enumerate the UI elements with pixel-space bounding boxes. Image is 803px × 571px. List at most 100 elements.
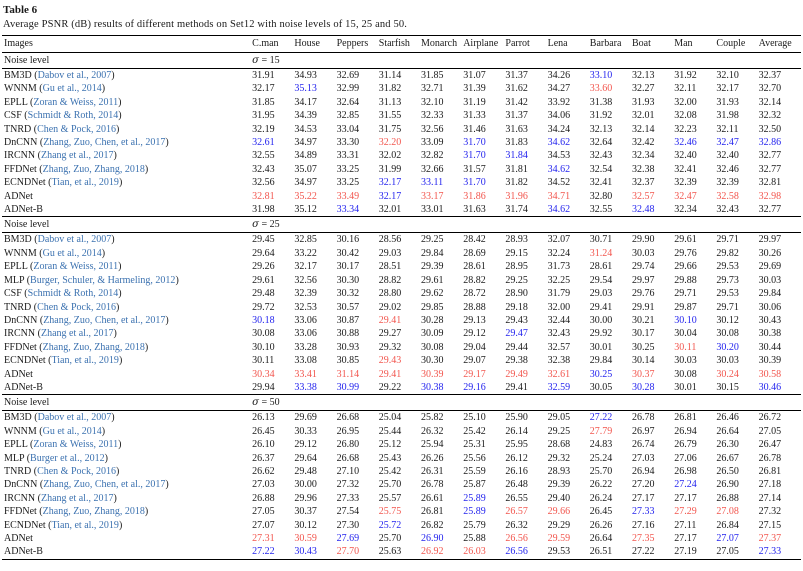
psnr-value: 32.47 [674,190,697,202]
psnr-value: 29.32 [378,341,402,353]
psnr-value: 27.18 [758,479,782,491]
psnr-value: 32.55 [252,150,275,162]
citation-link[interactable]: Zhang et al., 2017 [40,150,114,162]
psnr-value: 32.82 [420,150,444,162]
psnr-value: 30.39 [420,368,444,380]
method-name: EPLL [4,261,28,273]
psnr-value: 32.42 [632,137,655,149]
psnr-value: 25.42 [463,425,486,437]
psnr-value: 30.00 [294,479,317,491]
citation-link[interactable]: Schmidt & Roth, 2014 [27,110,119,122]
citation-link[interactable]: Zoran & Weiss, 2011 [33,261,119,273]
psnr-value: 27.79 [589,425,613,437]
citation-link[interactable]: Dabov et al., 2007 [37,412,112,424]
citation-link[interactable]: Tian, et al., 2019 [51,519,119,531]
psnr-value: 29.39 [420,261,444,273]
method-label: ADNet-B [2,545,252,559]
psnr-value: 30.12 [294,519,317,531]
citation-link[interactable]: Burger, Schuler, & Harmeling, 2012 [30,274,176,286]
citation-link[interactable]: Chen & Pock, 2016 [37,465,116,477]
citation-link[interactable]: Zhang, Zuo, Zhang, 2018 [42,506,145,518]
psnr-value: 34.24 [547,123,571,135]
citation-link[interactable]: Zhang, Zuo, Zhang, 2018 [42,163,145,175]
citation-link[interactable]: Burger et al., 2012 [30,452,105,464]
citation-link[interactable]: Schmidt & Roth, 2014 [27,288,119,300]
method-name: WNNM [4,247,37,259]
psnr-value: 30.25 [589,368,613,380]
psnr-value: 32.10 [420,96,444,108]
method-label: IRCNN (Zhang et al., 2017) [4,150,117,162]
citation-link[interactable]: Zhang et al., 2017 [40,492,114,504]
psnr-value: 32.37 [632,177,655,189]
psnr-value: 33.06 [294,314,317,326]
noise-level-label: Noise level [2,394,253,412]
psnr-value: 32.19 [252,123,275,135]
psnr-value: 29.71 [674,288,697,300]
citation-link[interactable]: Dabov et al., 2007 [37,70,112,81]
psnr-value: 29.15 [505,247,528,259]
psnr-value: 30.24 [716,368,739,380]
citation-link[interactable]: Tian, et al., 2019 [51,355,119,367]
citation-link[interactable]: Zhang, Zuo, Chen, et al., 2017 [43,137,166,149]
psnr-value: 26.51 [589,546,613,558]
psnr-value: 30.04 [674,328,697,340]
citation-link[interactable]: Chen & Pock, 2016 [37,301,116,313]
citation-link[interactable]: Zhang, Zuo, Chen, et al., 2017 [43,314,166,326]
psnr-value: 32.07 [547,234,571,246]
citation-link[interactable]: Zhang, Zuo, Chen, et al., 2017 [43,479,166,491]
psnr-value: 25.75 [378,506,402,518]
psnr-value: 25.70 [378,479,402,491]
column-header: House [294,35,337,53]
method-label: FFDNet (Zhang, Zuo, Zhang, 2018) [4,163,149,175]
method-label: TNRD (Chen & Pock, 2016) [4,465,120,477]
psnr-value: 27.05 [716,546,739,558]
psnr-value: 34.53 [547,150,571,162]
psnr-value: 32.38 [547,355,571,367]
psnr-value: 30.88 [336,328,360,340]
method-row: ADNet-B 27.22 30.43 27.70 25.63 26.92 26.03 26.… [2,545,801,559]
psnr-value: 29.97 [758,234,782,246]
citation-link[interactable]: Gu et al., 2014 [42,83,102,95]
psnr-value: 31.70 [463,177,486,189]
citation-link[interactable]: Chen & Pock, 2016 [37,123,116,135]
psnr-value: 26.37 [252,452,275,464]
psnr-value: 32.81 [252,190,275,202]
psnr-value: 32.13 [632,70,655,81]
psnr-value: 32.08 [674,110,697,122]
method-label: EPLL (Zoran & Weiss, 2011) [4,261,122,273]
psnr-value: 26.67 [716,452,739,464]
method-row: TNRD (Chen & Pock, 2016) 32.19 34.53 33.04 3… [2,123,801,136]
psnr-value: 26.62 [252,465,275,477]
psnr-value: 29.02 [378,301,402,313]
psnr-value: 26.88 [716,492,739,504]
psnr-value: 34.62 [547,204,571,216]
psnr-value: 31.82 [378,83,402,95]
psnr-value: 34.52 [547,177,571,189]
psnr-value: 29.17 [463,368,486,380]
psnr-value: 33.06 [294,328,317,340]
citation-link[interactable]: Gu et al., 2014 [42,247,102,259]
citation-link[interactable]: Zhang, Zuo, Zhang, 2018 [42,341,145,353]
citation-link[interactable]: Dabov et al., 2007 [37,234,112,246]
method-label: CSF (Schmidt & Roth, 2014) [4,288,122,300]
psnr-value: 27.33 [632,506,655,518]
psnr-value: 27.33 [336,492,360,504]
psnr-value: 26.90 [716,479,739,491]
psnr-value: 31.85 [420,70,444,81]
citation-link[interactable]: Tian, et al., 2019 [51,177,119,189]
citation-link[interactable]: Zhang et al., 2017 [40,328,114,340]
psnr-value: 30.25 [632,341,655,353]
psnr-value: 32.56 [294,274,317,286]
psnr-value: 26.78 [420,479,444,491]
psnr-value: 27.14 [758,492,782,504]
citation-link[interactable]: Zoran & Weiss, 2011 [33,439,119,451]
psnr-value: 31.93 [716,96,739,108]
psnr-value: 27.32 [336,479,360,491]
method-row: ADNet-B 31.98 35.12 33.34 32.01 33.01 31.63 31.… [2,203,801,217]
psnr-value: 25.10 [463,412,486,424]
citation-link[interactable]: Zoran & Weiss, 2011 [33,96,119,108]
psnr-value: 29.71 [716,301,739,313]
citation-link[interactable]: Gu et al., 2014 [42,425,102,437]
psnr-value: 32.32 [758,110,782,122]
method-row: WNNM (Gu et al., 2014) 29.64 33.22 30.42 29.… [2,247,801,260]
